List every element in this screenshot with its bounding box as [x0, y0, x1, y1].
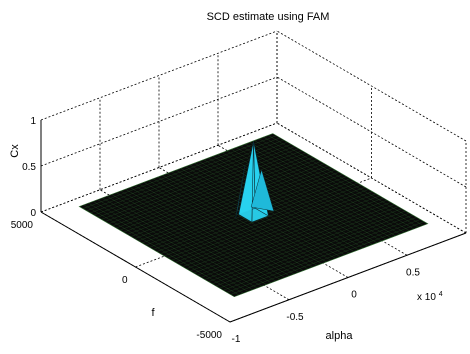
x-tick-label: -0.5 — [286, 312, 304, 323]
peak-facet — [235, 165, 246, 219]
surface-mesh-line — [245, 143, 401, 235]
surface-mesh-line — [258, 138, 415, 230]
surface-mesh-line — [97, 144, 292, 218]
surface-mesh-line — [249, 142, 405, 233]
z-tick-label: 0.5 — [22, 162, 36, 173]
x-tick-label: -1 — [232, 334, 241, 345]
z-tick-label: 1 — [30, 116, 36, 127]
x-exponent-power: 4 — [439, 291, 443, 298]
y-axis-label: f — [151, 307, 155, 319]
grid-line-side-wall-z — [276, 76, 467, 188]
x-axis-line — [229, 232, 467, 323]
grid-line-side-wall-z — [276, 30, 467, 142]
surface-mesh-line — [268, 135, 424, 226]
surface-mesh-line — [82, 135, 277, 209]
surface-mesh-line — [263, 136, 419, 228]
y-axis-line — [40, 211, 231, 323]
y-tick-label: 5000 — [11, 220, 34, 231]
x-tick-label: 0.5 — [406, 267, 420, 278]
y-tick-label: 0 — [122, 275, 128, 286]
peak-facet — [250, 168, 275, 212]
x-axis-exponent: x 10 4 — [417, 291, 443, 303]
x-axis-label: alpha — [326, 330, 354, 342]
surface-mesh-line — [86, 137, 281, 211]
peak-layer — [235, 141, 275, 223]
surface-mesh-line — [254, 140, 410, 231]
surface-mesh-line — [101, 146, 295, 220]
chart-title: SCD estimate using FAM — [207, 11, 330, 23]
x-tick-label: 0 — [351, 290, 357, 301]
x-exponent-base: x 10 — [417, 292, 436, 303]
surface-mesh-line — [105, 148, 299, 222]
peak-facet — [238, 141, 254, 223]
z-axis-label: Cx — [9, 144, 21, 158]
z-tick-label: 0 — [30, 208, 36, 219]
y-tick-label: -5000 — [196, 330, 222, 341]
